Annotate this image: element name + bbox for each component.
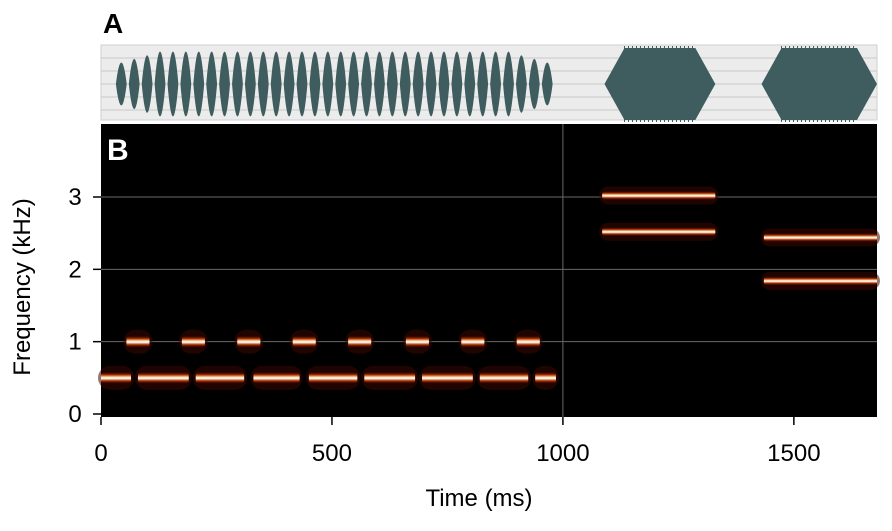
band-harmonic-blips [405, 335, 429, 348]
waveform-pulse [361, 51, 372, 117]
band-f0-segments [253, 371, 300, 384]
waveform-pulse [515, 55, 527, 113]
band-f0-segments [137, 371, 189, 384]
waveform [115, 46, 877, 122]
band-f0-segments [535, 371, 556, 384]
band-lower-tone-2 [763, 276, 877, 286]
waveform-pulse [128, 58, 140, 110]
waveform-pulse [425, 51, 437, 117]
band-f0-segments [479, 371, 529, 384]
waveform-pulse [412, 51, 424, 117]
waveform-pulse [528, 58, 540, 110]
y-axis-ticks: 0 1 2 3 [68, 184, 101, 428]
x-tick-label: 0 [94, 440, 107, 467]
waveform-pulse [490, 51, 502, 117]
y-axis-label: Frequency (kHz) [9, 198, 36, 375]
band-f0-segments [308, 371, 358, 384]
waveform-panel [100, 44, 878, 122]
waveform-pulse [335, 51, 347, 117]
x-tick-label: 500 [312, 440, 352, 467]
panel-b-label: B [107, 134, 129, 167]
waveform-pulse [167, 51, 179, 117]
waveform-pulse [219, 51, 230, 117]
waveform-pulse [374, 51, 385, 117]
waveform-pulse [115, 62, 127, 106]
band-harmonic-blips [126, 335, 150, 348]
waveform-pulse [322, 51, 334, 117]
y-tick-label: 1 [68, 329, 81, 356]
band-harmonic-blips [292, 335, 316, 348]
band-harmonic-blips [348, 335, 372, 348]
panel-a-label: A [103, 8, 123, 39]
x-axis-label: Time (ms) [425, 485, 532, 512]
waveform-pulse [232, 51, 243, 117]
waveform-pulse [464, 51, 476, 117]
band-harmonic-blips [516, 335, 540, 348]
band-harmonic-blips [237, 335, 261, 348]
band-lower-tone-1 [602, 227, 716, 237]
y-tick-label: 2 [68, 256, 81, 283]
waveform-track-lines [101, 57, 877, 111]
band-f0-segments [364, 371, 416, 384]
band-f0-segments [101, 371, 132, 384]
waveform-pulse [206, 51, 218, 117]
waveform-pulse [257, 51, 269, 117]
band-upper-tone-2 [763, 233, 877, 243]
waveform-pulse [154, 51, 166, 117]
waveform-pulse [283, 51, 295, 117]
band-harmonic-blips [181, 335, 205, 348]
waveform-pulse [386, 51, 398, 117]
band-f0-segments [422, 371, 473, 384]
gridlines [101, 124, 877, 417]
waveform-pulse [503, 51, 514, 117]
waveform-pulse [438, 51, 450, 117]
waveform-pulse [141, 55, 153, 113]
x-tick-label: 1500 [767, 440, 820, 467]
waveform-tone [761, 48, 877, 120]
waveform-pulse [296, 51, 308, 117]
waveform-pulse [477, 51, 489, 117]
band-harmonic-blips [461, 335, 485, 348]
band-upper-tone-1 [602, 191, 716, 201]
x-axis-ticks: 0 500 1000 1500 [94, 417, 821, 467]
waveform-pulse [270, 51, 282, 117]
waveform-pulse [180, 51, 192, 117]
spectrogram-panel: B [98, 124, 880, 417]
waveform-pulse [309, 51, 321, 117]
waveform-background [100, 44, 878, 121]
x-tick-label: 1000 [536, 440, 589, 467]
spectral-bands [98, 186, 880, 390]
waveform-pulse [451, 51, 463, 117]
waveform-pulse [348, 51, 360, 117]
waveform-pulse [193, 51, 205, 117]
waveform-pulse [244, 51, 256, 117]
waveform-pulse [541, 62, 553, 106]
y-tick-label: 0 [68, 401, 81, 428]
y-tick-label: 3 [68, 184, 81, 211]
band-f0-segments [195, 371, 245, 384]
waveform-tone [604, 48, 716, 120]
waveform-pulse [399, 51, 411, 117]
